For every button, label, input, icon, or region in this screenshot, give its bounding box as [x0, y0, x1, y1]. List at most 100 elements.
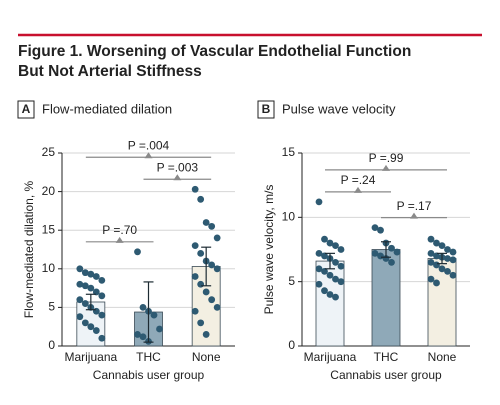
- data-point: [321, 252, 328, 260]
- data-point: [213, 265, 221, 273]
- y-tick-label: 25: [42, 145, 56, 159]
- x-tick-label: Marijuana: [304, 350, 357, 364]
- data-point: [191, 242, 199, 250]
- p-value: P =.003: [157, 160, 199, 174]
- bracket-marker: [410, 212, 418, 219]
- data-point: [191, 273, 199, 280]
- y-tick-label: 5: [48, 300, 55, 314]
- data-point: [315, 280, 323, 288]
- data-point: [444, 267, 451, 275]
- y-axis-label: Pulse wave velocity, m/s: [262, 185, 276, 315]
- data-point: [208, 222, 216, 230]
- data-point: [92, 327, 100, 334]
- x-tick-label: None: [192, 350, 221, 364]
- data-point: [139, 333, 147, 341]
- x-tick-label: Marijuana: [64, 350, 117, 364]
- y-tick-label: 15: [282, 145, 296, 159]
- data-point: [139, 304, 147, 311]
- panel-label: A: [22, 102, 31, 116]
- data-point: [150, 311, 158, 319]
- y-tick-label: 15: [42, 222, 56, 236]
- data-point: [208, 261, 216, 269]
- panel-title: Pulse wave velocity: [282, 101, 396, 116]
- x-tick-label: None: [428, 350, 457, 364]
- data-point: [438, 242, 446, 250]
- data-point: [92, 307, 100, 315]
- y-tick-label: 0: [48, 338, 55, 352]
- data-point: [208, 296, 216, 304]
- y-tick-label: 10: [42, 261, 56, 275]
- data-point: [371, 249, 379, 257]
- data-point: [98, 334, 106, 342]
- data-point: [315, 249, 323, 257]
- x-tick-label: THC: [374, 350, 399, 364]
- panel-label-box: [17, 100, 35, 119]
- data-point: [92, 273, 100, 280]
- data-point: [326, 271, 334, 279]
- data-point: [197, 249, 205, 257]
- data-point: [393, 248, 401, 256]
- data-point: [337, 262, 345, 270]
- data-point: [438, 265, 446, 273]
- data-point: [87, 323, 95, 331]
- data-point: [202, 288, 210, 296]
- y-tick-label: 0: [288, 338, 295, 352]
- data-point: [377, 226, 384, 234]
- figure-title: Figure 1. Worsening of Vascular Endothel…: [18, 43, 411, 60]
- data-point: [449, 256, 457, 264]
- bracket-marker: [354, 186, 362, 193]
- data-point: [213, 304, 221, 311]
- data-point: [315, 265, 323, 273]
- bar: [371, 249, 401, 347]
- figure-title: But Not Arterial Stiffness: [18, 63, 202, 80]
- data-point: [433, 279, 440, 287]
- data-point: [433, 239, 440, 247]
- data-point: [326, 239, 334, 247]
- data-point: [76, 265, 84, 273]
- data-point: [427, 275, 435, 283]
- bracket-marker: [382, 164, 390, 171]
- data-point: [191, 307, 199, 315]
- data-point: [449, 248, 457, 256]
- data-point: [87, 284, 95, 292]
- data-point: [388, 258, 395, 266]
- p-value: P =.99: [369, 151, 404, 165]
- data-point: [202, 219, 210, 226]
- y-tick-label: 10: [282, 210, 296, 224]
- data-point: [81, 282, 89, 290]
- data-point: [315, 198, 323, 206]
- data-point: [81, 269, 89, 277]
- data-point: [92, 288, 100, 296]
- data-point: [191, 185, 199, 193]
- y-tick-label: 5: [288, 274, 295, 288]
- data-point: [197, 280, 205, 288]
- panel-title: Flow-mediated dilation: [42, 101, 172, 116]
- bracket-marker: [115, 236, 124, 243]
- panel-label-box: [257, 100, 275, 119]
- data-point: [433, 261, 440, 269]
- data-point: [81, 300, 89, 307]
- p-value: P =.24: [341, 173, 376, 187]
- y-axis-label: Flow-mediated dilation, %: [22, 180, 36, 318]
- data-point: [134, 248, 141, 256]
- data-point: [76, 296, 84, 304]
- bracket-marker: [173, 174, 182, 181]
- p-value: P =.17: [397, 199, 432, 213]
- data-point: [427, 249, 435, 257]
- data-point: [98, 276, 106, 284]
- data-point: [321, 287, 328, 295]
- data-point: [321, 267, 328, 275]
- data-point: [433, 252, 440, 260]
- data-point: [427, 258, 435, 266]
- data-point: [321, 235, 328, 243]
- y-tick-label: 20: [42, 184, 56, 198]
- data-point: [371, 224, 379, 232]
- data-point: [213, 234, 221, 242]
- data-point: [87, 270, 95, 278]
- data-point: [444, 246, 451, 253]
- x-axis-label: Cannabis user group: [330, 368, 442, 382]
- data-point: [81, 319, 89, 327]
- data-point: [197, 319, 205, 327]
